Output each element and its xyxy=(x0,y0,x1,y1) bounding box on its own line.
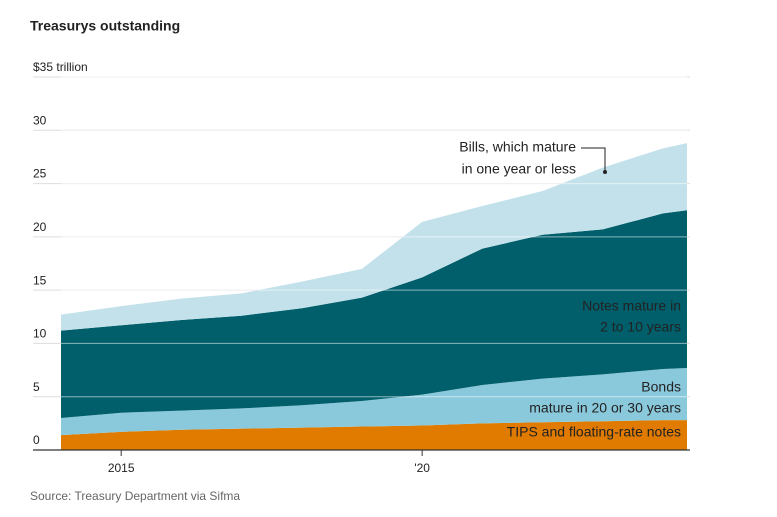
y-tick-label: 15 xyxy=(33,273,47,287)
label-pointer-dot xyxy=(603,170,607,174)
x-tick-label: '20 xyxy=(414,461,430,475)
y-tick-label: 20 xyxy=(33,220,47,234)
label-pointer xyxy=(581,147,606,172)
y-tick-label: $35 trillion xyxy=(33,60,88,74)
series-label: in one year or less xyxy=(462,161,576,177)
x-tick-label: 2015 xyxy=(108,461,135,475)
y-tick-label: 5 xyxy=(33,380,40,394)
y-tick-label: 30 xyxy=(33,113,47,127)
area xyxy=(61,210,687,419)
y-tick-label: 0 xyxy=(33,433,40,447)
series-label: 2 to 10 years xyxy=(600,319,681,335)
series-label: Notes mature in xyxy=(582,298,681,314)
y-tick-label: 25 xyxy=(33,167,47,181)
area xyxy=(61,143,687,331)
series-label: Bonds xyxy=(641,379,681,395)
area xyxy=(61,367,687,436)
chart-title: Treasurys outstanding xyxy=(30,18,180,34)
source: Source: Treasury Department via Sifma xyxy=(30,489,240,503)
series-label: Bills, which mature xyxy=(459,139,576,155)
area xyxy=(61,420,687,450)
series-label: mature in 20 or 30 years xyxy=(529,400,681,416)
series-label: TIPS and floating-rate notes xyxy=(507,424,681,440)
y-tick-label: 10 xyxy=(33,327,47,341)
